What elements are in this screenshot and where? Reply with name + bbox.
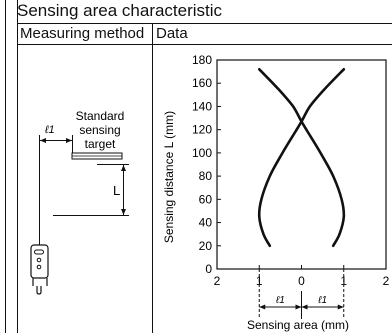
arrow-left-icon bbox=[40, 138, 46, 143]
plot-area-border bbox=[216, 59, 387, 270]
y-tick-label: 140 bbox=[192, 99, 212, 113]
measuring-method-diagram: ℓ1 Standard sensing target L bbox=[30, 109, 129, 295]
measuring-method-header: Measuring method bbox=[20, 25, 145, 42]
y-tick-label: 120 bbox=[192, 123, 212, 137]
target-label-line1: Standard bbox=[76, 109, 125, 123]
l1-label: ℓ1 bbox=[44, 124, 55, 136]
arrow-left-icon bbox=[259, 304, 266, 310]
x-axis-label: Sensing area (mm) bbox=[247, 318, 349, 332]
chart-title: Sensing area characteristic bbox=[17, 1, 223, 20]
x-tick-label: 2 bbox=[214, 274, 221, 288]
y-tick-label: 100 bbox=[192, 146, 212, 160]
x-tick-label: 0 bbox=[298, 274, 305, 288]
plot-axes bbox=[216, 59, 387, 270]
fiber-sensor-icon bbox=[30, 244, 49, 295]
series-line-2 bbox=[258, 68, 346, 248]
y-tick-label: 0 bbox=[205, 262, 212, 276]
y-axis-label: Sensing distance L (mm) bbox=[162, 111, 176, 243]
l1-annotations: ℓ1 ℓ1 bbox=[258, 269, 345, 319]
l1-annotation-label: ℓ1 bbox=[317, 295, 327, 306]
arrow-up-icon bbox=[121, 165, 126, 171]
arrow-right-icon bbox=[295, 304, 302, 310]
distance-label: L bbox=[113, 183, 120, 198]
y-tick-label: 160 bbox=[192, 76, 212, 90]
y-tick-label: 180 bbox=[192, 53, 212, 67]
y-tick-label: 60 bbox=[199, 192, 213, 206]
arrow-down-icon bbox=[121, 209, 126, 215]
l1-annotation-label: ℓ1 bbox=[275, 295, 285, 306]
series-line-1 bbox=[257, 68, 346, 248]
y-tick-label: 20 bbox=[199, 239, 213, 253]
target-label-line2: sensing bbox=[79, 123, 120, 137]
y-ticks: 0 20 40 60 80 100 120 140 160 180 bbox=[192, 53, 221, 276]
x-tick-label: 2 bbox=[383, 274, 390, 288]
arrow-right-icon bbox=[66, 138, 72, 143]
arrow-left-icon bbox=[301, 304, 308, 310]
arrow-right-icon bbox=[337, 304, 344, 310]
y-tick-label: 40 bbox=[199, 216, 213, 230]
y-tick-label: 80 bbox=[199, 169, 213, 183]
series-group bbox=[257, 68, 346, 248]
target-label-line3: target bbox=[85, 137, 116, 151]
data-header: Data bbox=[156, 25, 188, 42]
